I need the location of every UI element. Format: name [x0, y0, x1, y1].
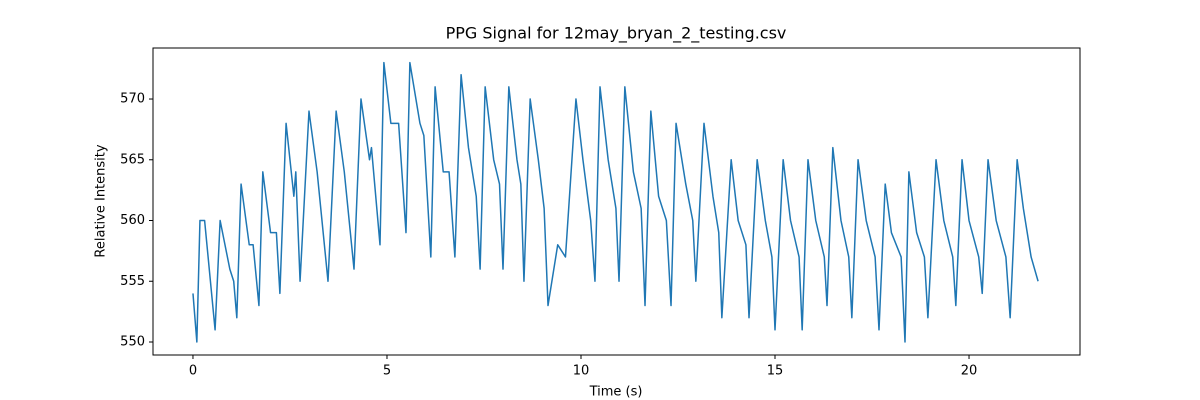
y-axis-label: Relative Intensity [94, 144, 109, 257]
y-tick-label: 550 [120, 335, 145, 350]
y-tick-label: 570 [120, 92, 145, 107]
chart-title: PPG Signal for 12may_bryan_2_testing.csv [446, 24, 787, 44]
plot-frame [152, 47, 1081, 356]
y-tick-label: 555 [120, 274, 145, 289]
x-tick-label: 10 [573, 364, 590, 379]
x-tick-label: 15 [767, 364, 784, 379]
x-axis-label: Time (s) [589, 385, 643, 400]
y-tick-label: 565 [120, 152, 145, 167]
x-tick-label: 0 [189, 364, 197, 379]
x-tick-label: 20 [961, 364, 978, 379]
y-tick-label: 560 [120, 213, 145, 228]
x-tick-label: 5 [383, 364, 391, 379]
signal-line [192, 61, 1039, 343]
